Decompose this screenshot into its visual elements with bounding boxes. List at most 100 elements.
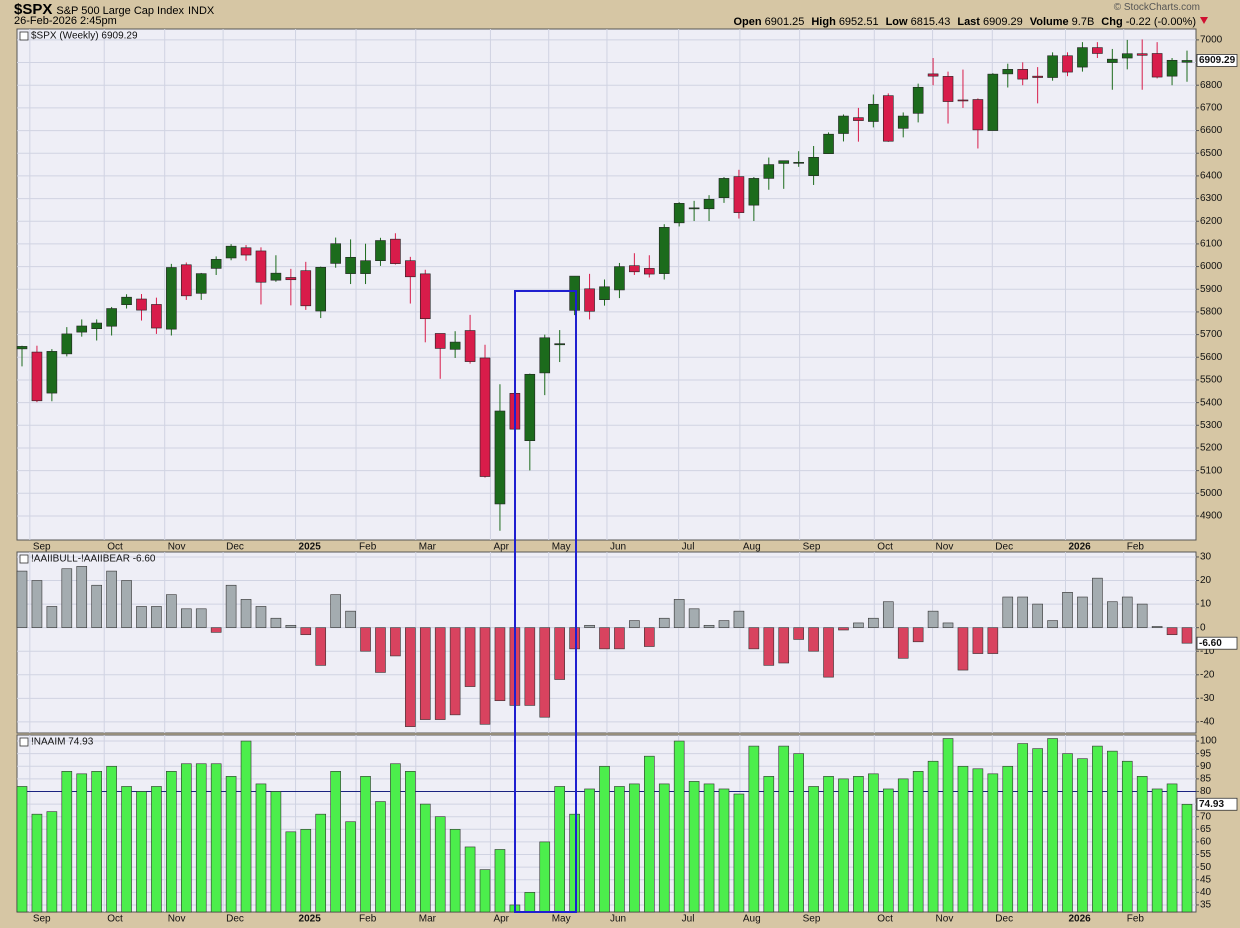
bar (1151, 626, 1163, 628)
bar (390, 763, 401, 913)
bar (106, 765, 117, 913)
bar (1107, 601, 1118, 628)
bar (419, 803, 431, 913)
bar (434, 627, 446, 720)
bar (599, 627, 610, 650)
candle-body (718, 178, 730, 198)
bar (330, 771, 341, 913)
candle-body (240, 247, 252, 256)
y-tick-label: 5800 (1200, 307, 1223, 318)
bar (1032, 748, 1043, 913)
bar (405, 627, 416, 727)
candle-body (1032, 75, 1043, 78)
candle-body (972, 99, 984, 131)
bar (360, 627, 371, 652)
panel-title: !NAAIM 74.93 (31, 737, 94, 748)
x-tick-label: 2025 (299, 914, 322, 925)
candle-body (882, 95, 894, 142)
bar (927, 760, 939, 913)
candle-body (1077, 47, 1088, 68)
candle-body (1151, 53, 1163, 78)
bar (912, 771, 924, 913)
candle-body (31, 351, 43, 402)
quote-value: 6901.25 (764, 16, 805, 28)
bar (1151, 788, 1163, 913)
candle-body (315, 266, 327, 312)
quote-value: -0.22 (-0.00%) (1125, 16, 1196, 28)
x-tick-label: Mar (419, 542, 437, 553)
bar (808, 786, 819, 913)
bar (897, 778, 909, 913)
bar (315, 813, 327, 913)
bar (718, 620, 730, 628)
bar (285, 831, 297, 913)
candle-body (793, 162, 804, 164)
bar (599, 765, 610, 913)
x-tick-label: Oct (877, 542, 893, 553)
bar (315, 627, 327, 666)
bar (479, 627, 491, 725)
x-tick-label: Feb (1127, 914, 1145, 925)
bar (673, 599, 685, 628)
bar (61, 568, 73, 628)
x-tick-label: May (552, 914, 571, 925)
bar (166, 771, 177, 913)
candle-body (1047, 55, 1058, 78)
x-tick-label: Apr (493, 542, 509, 553)
y-tick-label: 0 (1200, 622, 1206, 633)
bar (718, 788, 730, 913)
y-tick-label: 20 (1200, 575, 1212, 586)
title-icon (19, 31, 29, 41)
y-tick-label: 5300 (1200, 420, 1223, 431)
title-icon (19, 737, 29, 747)
bar (972, 768, 984, 913)
security-name: S&P 500 Large Cap Index (56, 5, 184, 17)
x-tick-label: Sep (803, 542, 821, 553)
bar (927, 610, 939, 628)
y-tick-label: 6800 (1200, 80, 1223, 91)
bar (539, 841, 551, 913)
x-tick-label: Aug (743, 542, 761, 553)
bar (539, 627, 551, 718)
y-tick-label: 6500 (1200, 148, 1223, 159)
bar (942, 738, 954, 913)
bar (1047, 738, 1058, 913)
bar (16, 786, 28, 913)
bar (554, 786, 565, 913)
bar (957, 627, 969, 671)
bar (569, 813, 580, 913)
bar (838, 627, 849, 631)
y-tick-label: 5900 (1200, 284, 1223, 295)
y-tick-label: 10 (1200, 599, 1212, 610)
candle-body (853, 117, 864, 121)
x-tick-label: 2025 (299, 542, 322, 553)
annotation (514, 290, 577, 913)
candle-body (225, 245, 237, 259)
bar (479, 869, 491, 913)
bar (629, 783, 640, 913)
bar (987, 773, 999, 913)
candle-body (479, 357, 491, 477)
bar (240, 740, 252, 913)
candle-body (688, 207, 700, 210)
bar (390, 627, 401, 657)
bar (793, 753, 804, 913)
bar (778, 745, 790, 913)
candle-body (644, 268, 655, 275)
x-tick-label: Oct (107, 914, 123, 925)
bar (375, 801, 386, 913)
y-tick-label: 65 (1200, 824, 1212, 835)
y-tick-label: 5200 (1200, 443, 1223, 454)
candle-body (46, 351, 58, 394)
candle-body (390, 238, 401, 264)
bar (449, 627, 461, 716)
bar (853, 776, 864, 913)
bar (464, 846, 476, 913)
bar (136, 606, 147, 628)
y-tick-label: 5100 (1200, 465, 1223, 476)
quote-label: Open (733, 16, 762, 28)
candle-body (524, 373, 536, 442)
bar (629, 620, 640, 628)
